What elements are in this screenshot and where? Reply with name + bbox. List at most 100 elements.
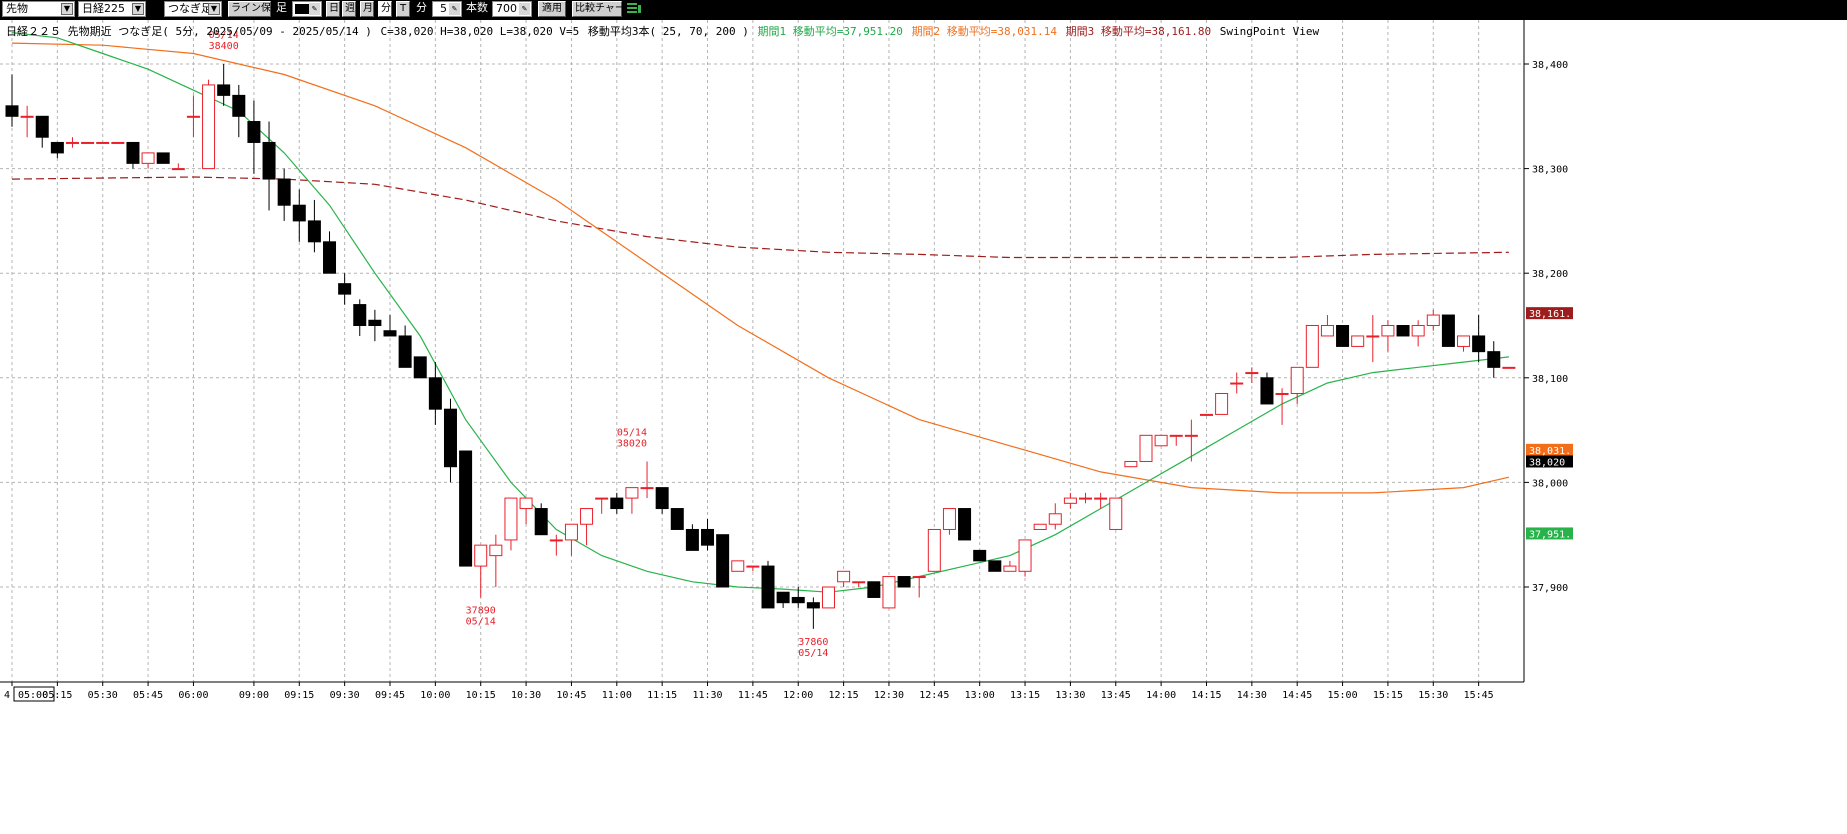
- price-marker-box: [1526, 307, 1573, 320]
- candle-down: [610, 497, 624, 510]
- count-value-input[interactable]: 700 ✎: [492, 1, 532, 17]
- compare-chart-button[interactable]: 比較チャート: [572, 1, 635, 17]
- swing-label-line1: 05/14: [617, 427, 647, 438]
- chart-area[interactable]: 05/14 38400 37890 05/14 05/14 38020 37860 05/14…: [0, 20, 1847, 834]
- chevron-down-icon: ▼: [132, 3, 144, 15]
- candle-down: [791, 596, 805, 604]
- market-select-value: 先物: [6, 2, 28, 15]
- candle-up: [1305, 325, 1319, 368]
- price-marker-label: 38,031.: [1529, 446, 1571, 457]
- candle-up: [731, 560, 745, 572]
- y-tick-label: 38,400: [1532, 60, 1568, 71]
- chevron-down-icon: ▼: [208, 3, 220, 15]
- week-button[interactable]: 週: [342, 1, 356, 17]
- y-tick-label: 38,300: [1532, 165, 1568, 176]
- candle-down: [383, 330, 397, 337]
- candle-up: [1275, 392, 1289, 395]
- day-button[interactable]: 日: [326, 1, 340, 17]
- toolbar: 先物 ▼ 日経225 ▼ つなぎ足 ▼ ライン保存 足 ✎ 日 週 月 分 T …: [0, 0, 1847, 20]
- month-button[interactable]: 月: [360, 1, 374, 17]
- candle-up: [1457, 335, 1471, 347]
- candle-down: [368, 319, 382, 326]
- chart-header: 日経２２５ 先物期近 つなぎ足( 5分, 2025/05/09 - 2025/0…: [6, 23, 1321, 39]
- minute-unit-label: 分: [416, 1, 427, 14]
- candle-up: [1063, 497, 1077, 504]
- period-color-box[interactable]: ✎: [292, 1, 322, 17]
- candle-up: [1320, 325, 1334, 337]
- candle-up: [595, 497, 609, 500]
- candle-up: [1184, 434, 1198, 437]
- x-tick-label: 05:15: [42, 690, 72, 701]
- candle-up: [96, 141, 110, 144]
- candle-up: [1109, 497, 1123, 530]
- candle-down: [5, 105, 19, 117]
- tick-button[interactable]: T: [396, 1, 410, 17]
- swing-label-line1: 05/14: [209, 30, 239, 41]
- swing-label-line2: 05/14: [798, 648, 828, 659]
- x-tick-label: 12:45: [919, 690, 949, 701]
- save-line-button[interactable]: ライン保存: [228, 1, 281, 17]
- x-tick-label: 05:30: [88, 690, 118, 701]
- candle-up: [1351, 335, 1365, 347]
- x-tick-label: 12:00: [783, 690, 813, 701]
- x-axis-prefix-label: 4: [4, 690, 10, 701]
- candle-down: [50, 141, 64, 154]
- ma3-readout: 期間3 移動平均=38,161.80: [1065, 25, 1212, 38]
- y-tick-label: 38,200: [1532, 269, 1568, 280]
- candle-up: [111, 141, 125, 144]
- x-axis-cursor-box: [13, 686, 55, 702]
- bar-type-select[interactable]: つなぎ足 ▼: [164, 1, 222, 17]
- x-tick-label: 10:15: [466, 690, 496, 701]
- candle-up: [65, 141, 79, 144]
- index-select[interactable]: 日経225 ▼: [78, 1, 146, 17]
- y-tick-label: 38,100: [1532, 374, 1568, 385]
- candle-up: [1366, 335, 1380, 338]
- candle-up: [1079, 497, 1093, 500]
- pencil-icon: ✎: [309, 3, 320, 15]
- candle-up: [1215, 392, 1229, 415]
- x-tick-label: 05:45: [133, 690, 163, 701]
- apply-button[interactable]: 適用: [538, 1, 566, 17]
- ohlc-readout: C=38,020 H=38,020 L=38,020 V=5: [380, 25, 580, 38]
- minute-button[interactable]: 分: [378, 1, 392, 17]
- x-tick-label: 13:45: [1101, 690, 1131, 701]
- candle-down: [761, 565, 775, 609]
- candle-down: [428, 377, 442, 410]
- x-tick-label: 14:00: [1146, 690, 1176, 701]
- candle-down: [126, 141, 140, 164]
- x-tick-label: 11:45: [738, 690, 768, 701]
- x-tick-label: 14:15: [1191, 690, 1221, 701]
- ma1-readout: 期間1 移動平均=37,951.20: [757, 25, 903, 38]
- candle-down: [897, 576, 911, 588]
- ma2-readout: 期間2 移動平均=38,031.14: [911, 25, 1058, 38]
- swing-label-line2: 05/14: [466, 616, 496, 627]
- candle-up: [1124, 460, 1138, 468]
- candle-down: [701, 528, 715, 546]
- candlestick-chart[interactable]: 05/14384003789005/1405/14380203786005/14…: [0, 20, 1847, 834]
- candle-up: [1048, 513, 1062, 525]
- candle-down: [1336, 325, 1350, 347]
- candle-up: [1245, 372, 1259, 375]
- candle-up: [489, 544, 503, 557]
- price-marker-box: [1526, 527, 1573, 540]
- candle-down: [806, 602, 820, 609]
- x-tick-label: 06:00: [178, 690, 208, 701]
- candle-down: [247, 121, 261, 143]
- x-tick-label: 09:15: [284, 690, 314, 701]
- x-tick-label: 14:45: [1282, 690, 1312, 701]
- candle-up: [1426, 314, 1440, 327]
- candle-up: [882, 576, 896, 609]
- count-label: 本数: [466, 1, 488, 14]
- ma2-line: [11, 42, 1510, 494]
- swing-label-line2: 38400: [209, 41, 239, 52]
- color-swatch: [295, 4, 309, 14]
- candle-up: [564, 523, 578, 541]
- candle-up: [504, 497, 518, 541]
- candle-down: [1260, 377, 1274, 405]
- chart-settings-icon[interactable]: [626, 1, 642, 17]
- x-tick-label: 15:00: [1328, 690, 1358, 701]
- price-marker-box: [1526, 443, 1573, 456]
- minute-value-input[interactable]: 5 ✎: [432, 1, 462, 17]
- market-select[interactable]: 先物 ▼: [2, 1, 75, 17]
- swingpoint-label: SwingPoint View: [1219, 25, 1320, 38]
